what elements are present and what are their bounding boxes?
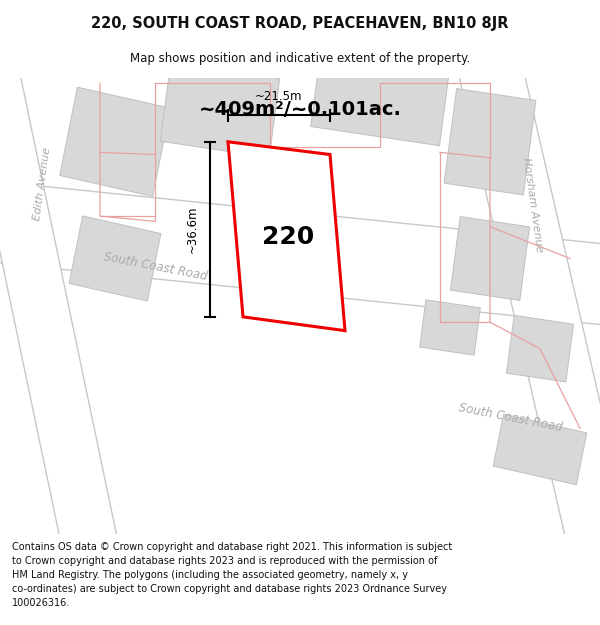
Text: 220, SOUTH COAST ROAD, PEACEHAVEN, BN10 8JR: 220, SOUTH COAST ROAD, PEACEHAVEN, BN10 … [91, 16, 509, 31]
Polygon shape [451, 216, 530, 301]
Polygon shape [444, 89, 536, 195]
Polygon shape [419, 300, 481, 355]
Polygon shape [228, 142, 345, 331]
Polygon shape [311, 53, 449, 146]
Text: ~409m²/~0.101ac.: ~409m²/~0.101ac. [199, 101, 401, 119]
Text: South Coast Road: South Coast Road [102, 251, 208, 283]
Polygon shape [459, 59, 600, 553]
Polygon shape [69, 216, 161, 301]
Polygon shape [0, 181, 600, 325]
Polygon shape [506, 316, 574, 382]
Text: ~36.6m: ~36.6m [185, 206, 199, 253]
Text: Contains OS data © Crown copyright and database right 2021. This information is : Contains OS data © Crown copyright and d… [12, 542, 452, 608]
Polygon shape [60, 88, 170, 196]
Polygon shape [160, 62, 280, 158]
Text: Map shows position and indicative extent of the property.: Map shows position and indicative extent… [130, 52, 470, 65]
Text: Edith Avenue: Edith Avenue [32, 147, 52, 222]
Text: Horsham Avenue: Horsham Avenue [521, 158, 545, 254]
Polygon shape [0, 61, 118, 551]
Polygon shape [493, 414, 587, 485]
Text: 220: 220 [262, 225, 314, 249]
Text: South Coast Road: South Coast Road [457, 401, 563, 434]
Text: ~21.5m: ~21.5m [255, 89, 303, 102]
